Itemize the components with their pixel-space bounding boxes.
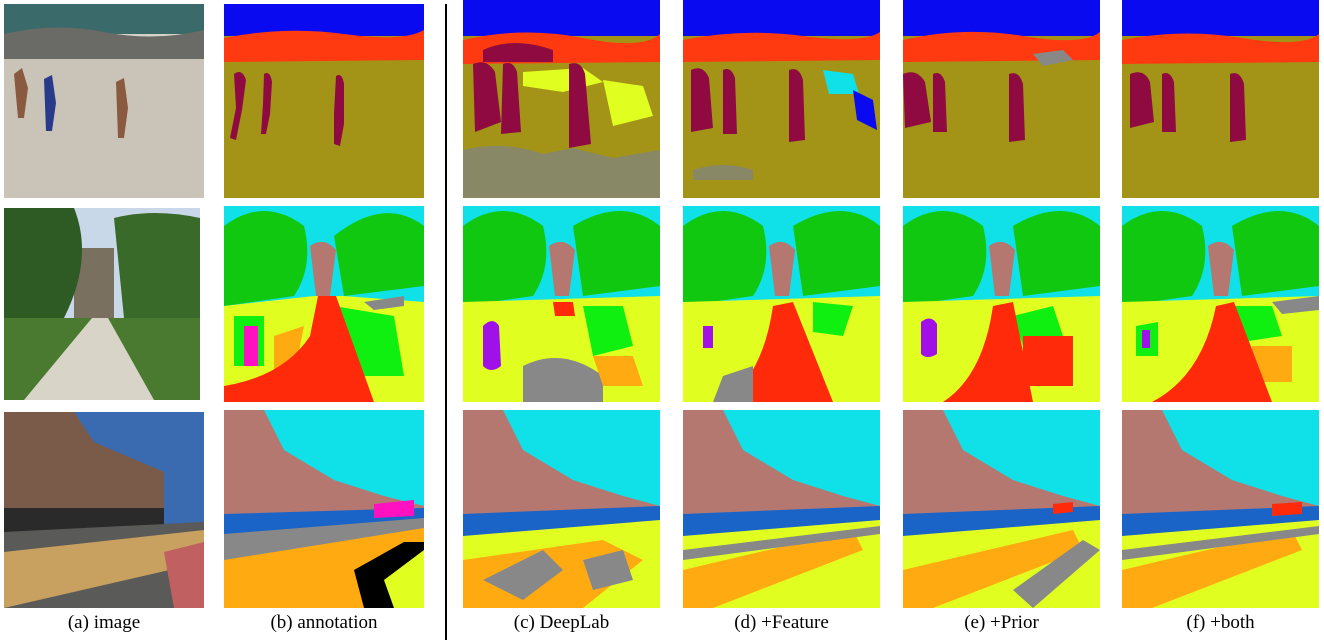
tile-beach-feature xyxy=(683,0,880,198)
tile-beach-prior xyxy=(903,0,1100,198)
tile-park-feature xyxy=(683,206,880,402)
tile-beach-deeplab xyxy=(463,0,660,198)
tile-beach-image xyxy=(4,4,204,198)
seg-street-annotation xyxy=(224,410,424,608)
tile-street-feature xyxy=(683,410,880,608)
seg-park-feature xyxy=(683,206,880,402)
photo-park xyxy=(4,208,200,400)
caption-deeplab: (c) DeepLab xyxy=(513,612,610,633)
tile-park-deeplab xyxy=(463,206,660,402)
seg-park-deeplab xyxy=(463,206,660,402)
seg-beach-deeplab xyxy=(463,0,660,198)
seg-beach-prior xyxy=(903,0,1100,198)
caption-feature: (d) +Feature xyxy=(734,612,829,633)
photo-street xyxy=(4,412,204,608)
tile-beach-annotation xyxy=(224,4,424,198)
tile-street-annotation xyxy=(224,410,424,608)
seg-park-both xyxy=(1122,206,1319,402)
caption-both: (f) +both xyxy=(1186,612,1255,633)
tile-street-deeplab xyxy=(463,410,660,608)
seg-beach-both xyxy=(1122,0,1319,198)
photo-beach xyxy=(4,4,204,198)
seg-street-prior xyxy=(903,410,1100,608)
seg-park-prior xyxy=(903,206,1100,402)
caption-annotation: (b) annotation xyxy=(270,612,378,633)
tile-street-image xyxy=(4,412,204,608)
seg-beach-feature xyxy=(683,0,880,198)
seg-beach-annotation xyxy=(224,4,424,198)
tile-beach-both xyxy=(1122,0,1319,198)
column-divider xyxy=(445,4,447,640)
tile-street-prior xyxy=(903,410,1100,608)
tile-park-image xyxy=(4,208,200,400)
seg-park-annotation xyxy=(224,206,424,402)
seg-street-both xyxy=(1122,410,1319,608)
seg-street-feature xyxy=(683,410,880,608)
tile-park-annotation xyxy=(224,206,424,402)
caption-image: (a) image xyxy=(67,612,141,633)
tile-park-prior xyxy=(903,206,1100,402)
tile-park-both xyxy=(1122,206,1319,402)
seg-street-deeplab xyxy=(463,410,660,608)
caption-prior: (e) +Prior xyxy=(964,612,1039,633)
tile-street-both xyxy=(1122,410,1319,608)
